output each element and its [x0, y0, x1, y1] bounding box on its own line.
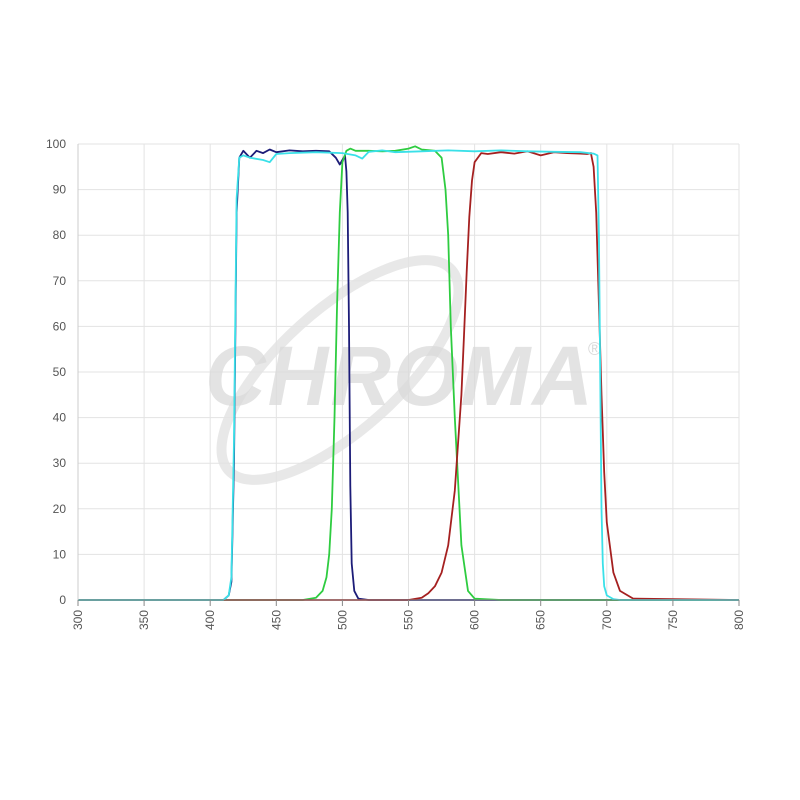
y-tick-label: 60 [53, 319, 67, 333]
y-tick-label: 90 [53, 183, 67, 197]
y-tick-label: 70 [53, 274, 67, 288]
chart-series [78, 145, 740, 601]
x-tick-label: 500 [335, 610, 349, 630]
watermark-registered-mark: ® [588, 339, 601, 359]
series-line-4 [78, 149, 739, 601]
x-tick-label: 650 [534, 610, 548, 630]
x-tick-label: 750 [666, 610, 680, 630]
series-line-3 [78, 150, 740, 601]
x-tick-label: 550 [402, 610, 416, 630]
x-tick-label: 800 [732, 610, 746, 630]
watermark-text: CHROMA [205, 329, 595, 423]
y-tick-label: 20 [53, 502, 67, 516]
y-tick-labels: 0 10 20 30 40 50 60 70 80 90 100 [46, 137, 66, 607]
watermark-swoosh [216, 255, 464, 485]
x-tick-label: 600 [468, 610, 482, 630]
x-tick-label: 400 [203, 610, 217, 630]
y-tick-label: 30 [53, 456, 67, 470]
y-tick-label: 10 [53, 547, 67, 561]
y-tick-label: 50 [53, 365, 67, 379]
x-tick-label: 300 [71, 610, 85, 630]
y-tick-label: 0 [59, 593, 66, 607]
x-tick-label: 350 [137, 610, 151, 630]
y-tick-label: 100 [46, 137, 66, 151]
x-tick-label: 450 [269, 610, 283, 630]
y-tick-label: 40 [53, 411, 67, 425]
x-tick-label: 700 [600, 610, 614, 630]
chroma-watermark: CHROMA ® [205, 255, 601, 485]
x-tick-labels: 300 350 400 450 500 550 600 650 700 750 800 [71, 610, 746, 630]
y-tick-label: 80 [53, 228, 67, 242]
chart-axes [77, 144, 740, 606]
